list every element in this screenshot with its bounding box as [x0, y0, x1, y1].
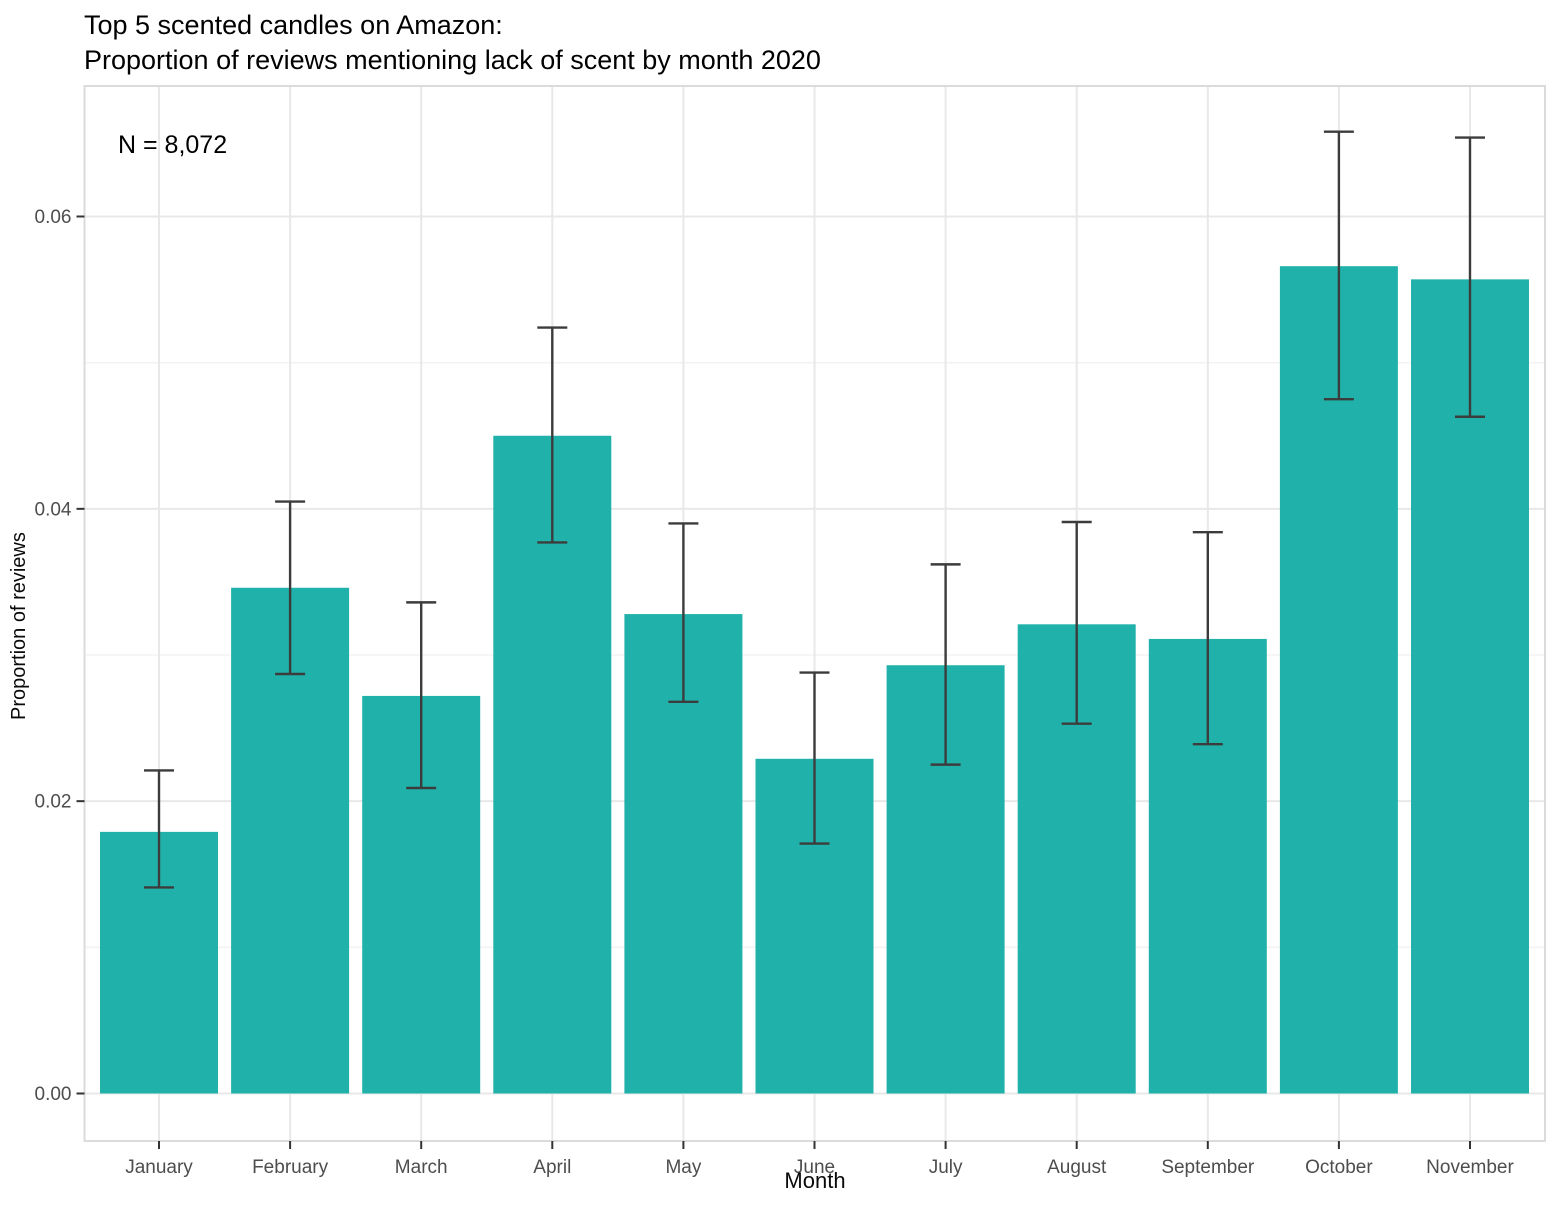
errorbar-may — [668, 522, 699, 703]
chart-title-line-2: Proportion of reviews mentioning lack of… — [84, 45, 821, 75]
y-tick-label-0.00: 0.00 — [35, 1084, 72, 1105]
x-tick-label-april: April — [533, 1157, 571, 1178]
x-tick-label-november: November — [1426, 1157, 1514, 1178]
x-tick-label-january: January — [125, 1157, 193, 1178]
chart-title-line-1: Top 5 scented candles on Amazon: — [84, 10, 503, 40]
errorbar-january — [144, 769, 174, 889]
bar-october — [1279, 266, 1398, 1094]
x-tick-label-march: March — [395, 1157, 448, 1178]
x-tick-label-july: July — [929, 1157, 963, 1178]
x-tick-label-october: October — [1305, 1157, 1373, 1178]
x-tick-label-may: May — [665, 1157, 701, 1178]
y-tick-label-0.02: 0.02 — [35, 792, 72, 813]
x-tick-label-june: June — [794, 1157, 835, 1178]
sample-size-annotation: N = 8,072 — [118, 131, 228, 159]
x-tick-label-september: September — [1161, 1157, 1255, 1178]
x-tick-label-august: August — [1047, 1157, 1107, 1178]
y-tick-label-0.04: 0.04 — [35, 499, 72, 520]
errorbar-september — [1192, 531, 1223, 746]
chart-title: Top 5 scented candles on Amazon: Proport… — [84, 8, 821, 78]
x-axis-title: Month — [784, 1168, 846, 1193]
errorbar-march — [406, 601, 437, 790]
errorbar-november — [1455, 136, 1485, 418]
errorbar-july — [930, 563, 961, 766]
bar-april — [493, 435, 612, 1094]
errorbar-october — [1323, 130, 1354, 401]
errorbar-june — [799, 671, 830, 845]
errorbar-august — [1061, 520, 1092, 725]
y-tick-label-0.06: 0.06 — [35, 207, 72, 228]
errorbar-april — [537, 326, 568, 544]
errorbar-february — [275, 500, 306, 676]
x-tick-label-february: February — [252, 1157, 329, 1178]
